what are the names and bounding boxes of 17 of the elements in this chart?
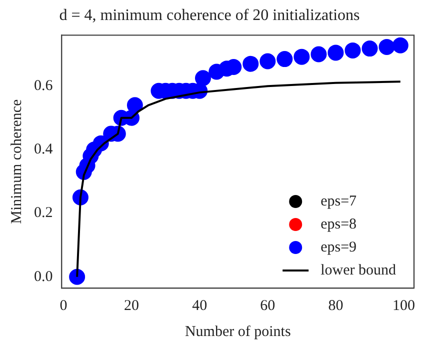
- x-tick-label: 0: [60, 298, 68, 314]
- x-tick-label: 100: [392, 298, 416, 314]
- x-tick-label: 40: [192, 298, 208, 314]
- legend-label: eps=9: [320, 239, 357, 256]
- x-tick-label: 80: [328, 298, 344, 314]
- x-tick-label: 20: [124, 298, 140, 314]
- y-tick-label: 0.6: [34, 78, 54, 94]
- x-tick-label: 60: [260, 298, 276, 314]
- x-axis-title: Number of points: [184, 324, 291, 340]
- y-axis-title: Minimum coherence: [8, 98, 25, 224]
- chart-title: d = 4, minimum coherence of 20 initializations: [59, 6, 360, 24]
- legend-label: lower bound: [320, 262, 396, 278]
- y-tick-label: 0.4: [34, 142, 54, 158]
- legend-label: eps=7: [320, 193, 358, 210]
- y-tick-label: 0.2: [34, 205, 53, 222]
- y-tick-label: 0.0: [34, 268, 53, 285]
- legend-label: eps=8: [320, 216, 357, 232]
